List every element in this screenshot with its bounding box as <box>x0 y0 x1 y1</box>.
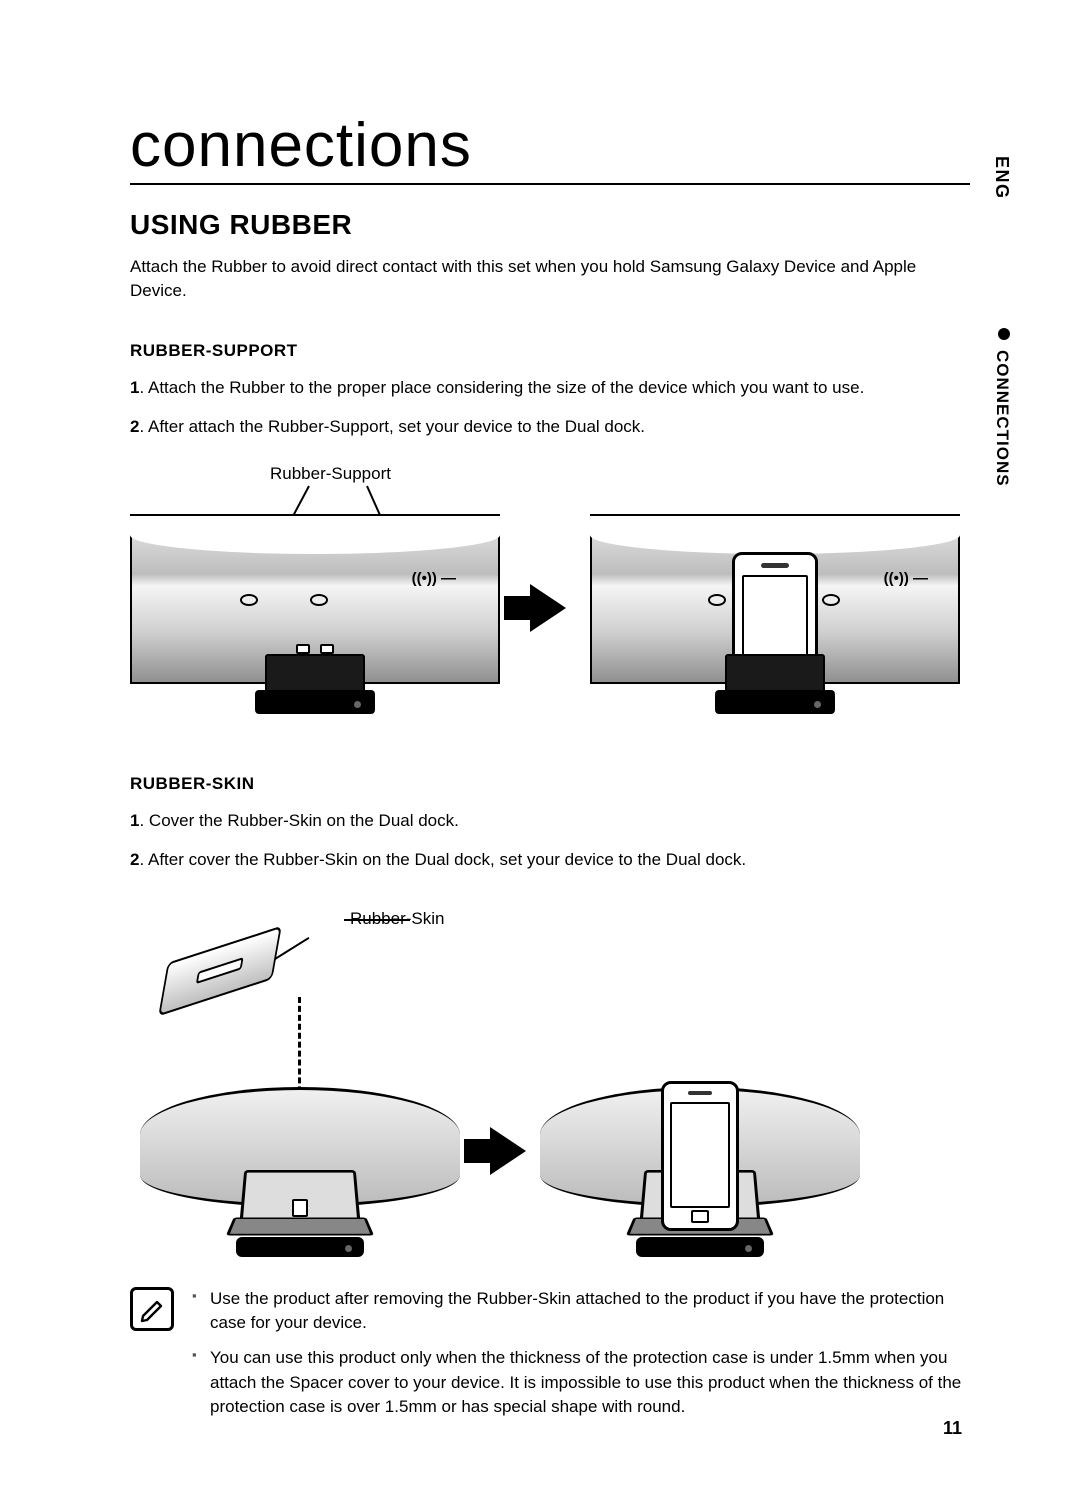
note-block: Use the product after removing the Rubbe… <box>130 1287 970 1430</box>
leader-line-icon <box>344 919 410 921</box>
note-pencil-icon <box>130 1287 174 1331</box>
rubber-skin-piece-icon <box>156 929 285 1012</box>
intro-paragraph: Attach the Rubber to avoid direct contac… <box>130 255 970 303</box>
list-item: 2. After cover the Rubber-Skin on the Du… <box>130 847 970 873</box>
figure-label: Rubber-Support <box>270 464 391 484</box>
rubber-skin-heading: RUBBER-SKIN <box>130 774 970 794</box>
list-item: 1. Attach the Rubber to the proper place… <box>130 375 970 401</box>
notes-list: Use the product after removing the Rubbe… <box>192 1287 970 1430</box>
note-item: Use the product after removing the Rubbe… <box>192 1287 970 1336</box>
rubber-skin-steps: 1. Cover the Rubber-Skin on the Dual doc… <box>130 808 970 873</box>
phone-icon <box>661 1081 739 1231</box>
rubber-support-heading: RUBBER-SUPPORT <box>130 341 970 361</box>
rubber-support-pad-icon <box>708 594 726 606</box>
wireless-icon: ((•)) — <box>412 570 456 587</box>
dock-base-icon <box>715 644 835 714</box>
page-number: 11 <box>943 1418 962 1439</box>
arrow-right-icon <box>490 1127 526 1175</box>
rubber-support-pad-icon <box>822 594 840 606</box>
list-item: 2. After attach the Rubber-Support, set … <box>130 414 970 440</box>
rubber-support-figure: Rubber-Support ((•)) — ((•)) — <box>130 464 950 724</box>
rubber-skin-figure: Rubber-Skin <box>130 897 950 1257</box>
step-text: . Attach the Rubber to the proper place … <box>139 378 864 397</box>
note-item: You can use this product only when the t… <box>192 1346 970 1420</box>
section-heading: USING RUBBER <box>130 209 970 241</box>
leader-line-icon <box>274 937 309 960</box>
page-title: connections <box>130 110 970 185</box>
step-text: . Cover the Rubber-Skin on the Dual dock… <box>139 811 458 830</box>
rubber-support-steps: 1. Attach the Rubber to the proper place… <box>130 375 970 440</box>
dock-base-icon <box>255 644 375 714</box>
manual-page: ENG CONNECTIONS connections USING RUBBER… <box>0 0 1080 1495</box>
dock-iso-diagram <box>140 1017 460 1257</box>
dock-front-with-phone-diagram: ((•)) — <box>590 514 960 684</box>
wireless-icon: ((•)) — <box>884 570 928 587</box>
language-tab: ENG <box>991 156 1012 200</box>
side-section-label: CONNECTIONS <box>992 350 1012 487</box>
arrow-right-icon <box>530 584 566 632</box>
dock-front-diagram: ((•)) — <box>130 514 500 684</box>
rubber-support-pad-icon <box>240 594 258 606</box>
step-text: . After attach the Rubber-Support, set y… <box>139 417 645 436</box>
dock-cradle-icon <box>230 1167 370 1257</box>
rubber-support-pad-icon <box>310 594 328 606</box>
step-text: . After cover the Rubber-Skin on the Dua… <box>139 850 746 869</box>
list-item: 1. Cover the Rubber-Skin on the Dual doc… <box>130 808 970 834</box>
side-section-bullet-icon <box>998 328 1010 340</box>
dock-iso-with-phone-diagram <box>540 1017 860 1257</box>
